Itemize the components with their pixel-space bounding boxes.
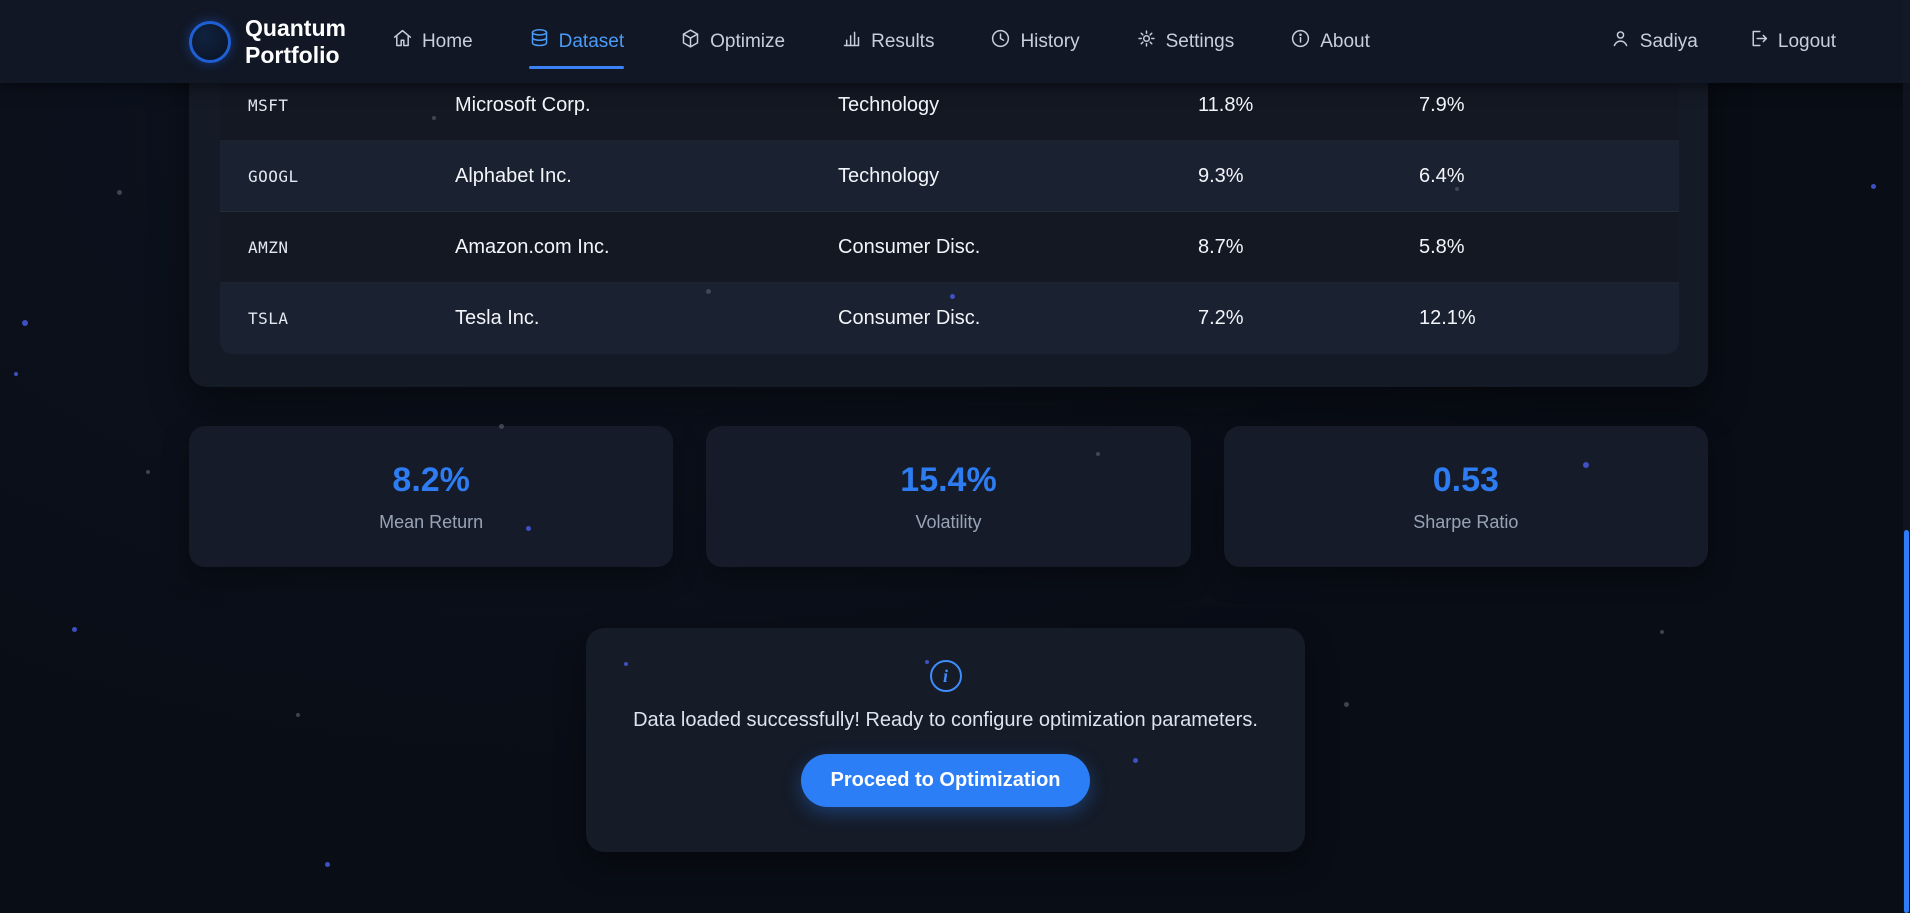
stat-card-volatility: 15.4% Volatility (706, 426, 1191, 567)
company-cell: Microsoft Corp. (455, 93, 591, 116)
stat-card-mean-return: 8.2% Mean Return (189, 426, 674, 567)
ticker-cell: GOOGL (248, 166, 299, 186)
logout-label: Logout (1777, 30, 1836, 52)
particle (1871, 184, 1876, 189)
stat-label: Volatility (915, 511, 982, 532)
app-title-line2: Portfolio (245, 41, 340, 68)
particle (22, 320, 28, 326)
stat-label: Sharpe Ratio (1413, 511, 1519, 532)
table-row: AMZN Amazon.com Inc. Consumer Disc. 8.7%… (220, 212, 1679, 283)
nav-item-label: Dataset (558, 30, 625, 52)
scrollbar-track[interactable] (1903, 0, 1910, 913)
proceed-to-optimization-button[interactable]: Proceed to Optimization (801, 754, 1090, 807)
sector-cell: Technology (838, 93, 940, 116)
nav-item-home[interactable]: Home (392, 28, 473, 55)
nav-item-settings[interactable]: Settings (1136, 28, 1235, 55)
particle (296, 713, 300, 717)
app-logo-icon (189, 20, 231, 63)
value-b-cell: 7.9% (1419, 93, 1465, 116)
nav-item-label: History (1020, 30, 1080, 52)
value-b-cell: 6.4% (1419, 164, 1465, 187)
sector-cell: Technology (838, 164, 940, 187)
stat-label: Mean Return (379, 511, 484, 532)
nav-item-history[interactable]: History (990, 28, 1080, 55)
particle (14, 372, 18, 376)
value-a-cell: 9.3% (1198, 164, 1244, 187)
status-panel: i Data loaded successfully! Ready to con… (586, 628, 1305, 852)
value-b-cell: 5.8% (1419, 235, 1465, 258)
ticker-cell: AMZN (248, 237, 289, 257)
nav-right-group: Sadiya Logout (1610, 28, 1836, 55)
nav-item-optimize[interactable]: Optimize (680, 28, 785, 55)
clock-icon (990, 28, 1011, 55)
nav-user[interactable]: Sadiya (1610, 28, 1698, 55)
logout-button[interactable]: Logout (1748, 28, 1836, 55)
particle (117, 190, 122, 195)
value-a-cell: 11.8% (1198, 93, 1254, 116)
particle (1660, 630, 1664, 634)
scrollbar-thumb[interactable] (1904, 530, 1909, 913)
nav-item-about[interactable]: About (1290, 28, 1370, 55)
particle (325, 862, 330, 867)
table-row: TSLA Tesla Inc. Consumer Disc. 7.2% 12.1… (220, 283, 1679, 354)
nav-item-dataset[interactable]: Dataset (528, 28, 625, 69)
nav-list: Home Dataset Optimize Results History (392, 28, 1370, 69)
company-cell: Tesla Inc. (455, 307, 540, 329)
gear-icon (1136, 28, 1157, 55)
company-cell: Amazon.com Inc. (455, 235, 610, 258)
stats-row: 8.2% Mean Return 15.4% Volatility 0.53 S… (189, 426, 1708, 567)
info-icon: i (929, 660, 962, 692)
top-navbar: Quantum Portfolio Home Dataset Optimize (0, 0, 1910, 83)
company-cell: Alphabet Inc. (455, 164, 572, 187)
sector-cell: Consumer Disc. (838, 235, 981, 258)
value-a-cell: 8.7% (1198, 235, 1244, 258)
user-name-label: Sadiya (1639, 30, 1698, 52)
stat-card-sharpe-ratio: 0.53 Sharpe Ratio (1223, 426, 1708, 567)
bar-chart-icon (841, 28, 862, 55)
stat-value: 15.4% (900, 460, 997, 499)
database-icon (529, 28, 550, 55)
nav-item-label: About (1320, 30, 1370, 52)
nav-item-label: Home (421, 30, 473, 52)
nav-item-label: Results (871, 30, 935, 52)
user-icon (1610, 28, 1631, 55)
value-a-cell: 7.2% (1198, 307, 1244, 329)
nav-item-label: Optimize (710, 30, 786, 52)
dataset-table: MSFT Microsoft Corp. Technology 11.8% 7.… (220, 70, 1679, 354)
status-message: Data loaded successfully! Ready to confi… (633, 709, 1258, 731)
sector-cell: Consumer Disc. (838, 307, 981, 329)
particle (146, 470, 150, 474)
logout-icon (1748, 28, 1769, 55)
app-title: Quantum Portfolio (245, 15, 346, 69)
stat-value: 8.2% (392, 460, 470, 499)
table-row: GOOGL Alphabet Inc. Technology 9.3% 6.4% (220, 141, 1679, 212)
nav-item-label: Settings (1165, 30, 1235, 52)
cube-icon (680, 28, 701, 55)
nav-item-results[interactable]: Results (841, 28, 934, 55)
app-title-line1: Quantum (245, 14, 346, 41)
stat-value: 0.53 (1432, 460, 1499, 499)
value-b-cell: 12.1% (1419, 307, 1476, 329)
ticker-cell: TSLA (248, 309, 289, 328)
home-icon (392, 28, 413, 55)
info-circle-icon (1290, 28, 1311, 55)
particle (72, 627, 77, 632)
particle (1344, 702, 1349, 707)
ticker-cell: MSFT (248, 95, 289, 115)
app-brand: Quantum Portfolio (189, 15, 346, 69)
